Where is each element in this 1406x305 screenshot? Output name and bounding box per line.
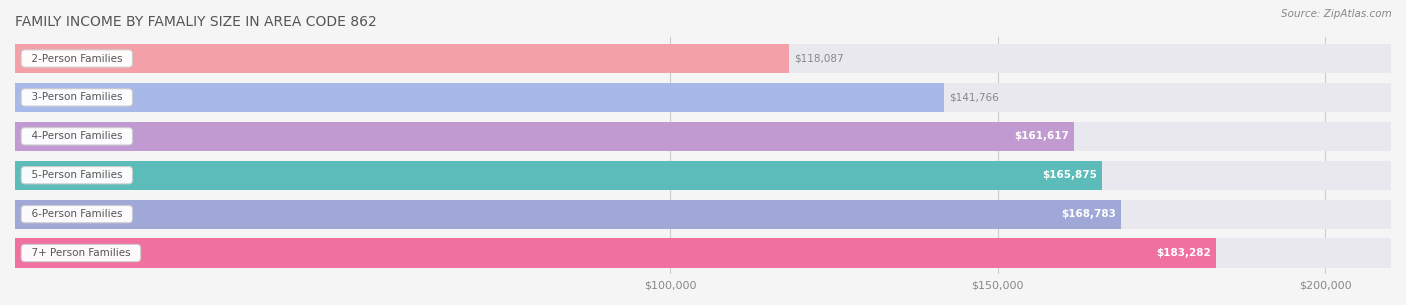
Text: Source: ZipAtlas.com: Source: ZipAtlas.com <box>1281 9 1392 19</box>
Bar <box>15 44 1391 73</box>
Text: 4-Person Families: 4-Person Families <box>25 131 129 141</box>
Bar <box>15 122 1074 151</box>
Bar <box>15 83 1391 112</box>
Bar <box>15 161 1391 190</box>
Text: FAMILY INCOME BY FAMALIY SIZE IN AREA CODE 862: FAMILY INCOME BY FAMALIY SIZE IN AREA CO… <box>15 15 377 29</box>
Bar <box>15 239 1216 267</box>
Bar <box>15 83 943 112</box>
Text: $183,282: $183,282 <box>1156 248 1211 258</box>
Text: $141,766: $141,766 <box>949 92 998 102</box>
Text: $168,783: $168,783 <box>1060 209 1116 219</box>
Bar <box>15 239 1391 267</box>
Bar <box>15 122 1391 151</box>
Text: 2-Person Families: 2-Person Families <box>25 53 129 63</box>
Text: $161,617: $161,617 <box>1014 131 1069 141</box>
Bar <box>15 199 1391 229</box>
Bar <box>15 161 1102 190</box>
Text: $118,087: $118,087 <box>794 53 844 63</box>
Text: 7+ Person Families: 7+ Person Families <box>25 248 136 258</box>
Text: $165,875: $165,875 <box>1042 170 1097 180</box>
Text: 3-Person Families: 3-Person Families <box>25 92 129 102</box>
Text: 6-Person Families: 6-Person Families <box>25 209 129 219</box>
Text: 5-Person Families: 5-Person Families <box>25 170 129 180</box>
Bar <box>15 44 789 73</box>
Bar <box>15 199 1121 229</box>
